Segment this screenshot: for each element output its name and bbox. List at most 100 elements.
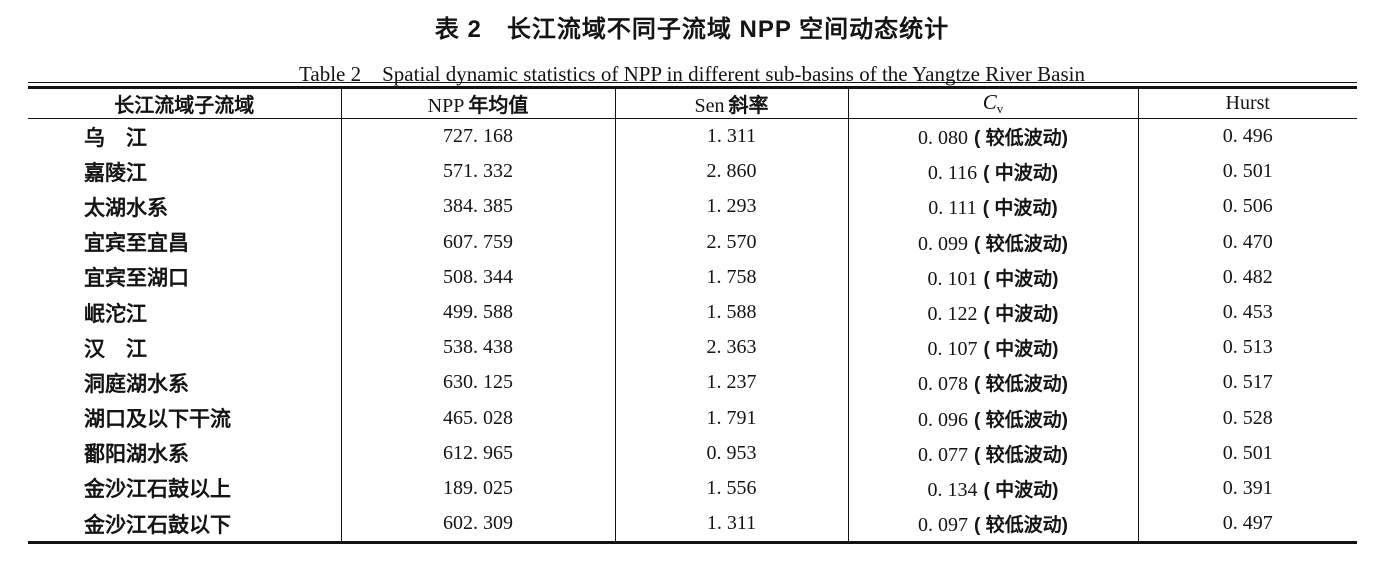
cv-value: 0. 096: [918, 408, 969, 431]
cv-fluctuation-label: ( 较低波动): [974, 128, 1068, 150]
cv-value: 0. 080: [918, 127, 969, 150]
cv-value: 0. 134: [927, 478, 978, 501]
cv-cell: 0. 078( 较低波动): [847, 365, 1138, 401]
hurst-value: 0. 506: [1137, 189, 1357, 225]
sen-slope-value: 1. 311: [614, 118, 848, 155]
npp-statistics-table: 长江流域子流域 NPP 年均值 Sen 斜率 Cv Hurst 乌 江 727.…: [28, 82, 1357, 545]
cv-cell: 0. 134( 中波动): [847, 470, 1138, 507]
cv-fluctuation-label: ( 中波动): [983, 479, 1059, 501]
cv-fluctuation-label: ( 较低波动): [974, 233, 1068, 255]
cv-fluctuation-label: ( 中波动): [982, 198, 1058, 220]
hurst-value: 0. 497: [1137, 506, 1357, 543]
sen-slope-value: 2. 860: [614, 154, 848, 190]
cv-fluctuation-label: ( 中波动): [983, 339, 1059, 361]
header-npp-mean: NPP 年均值: [340, 87, 615, 119]
cv-value: 0. 099: [918, 232, 969, 255]
table-row: 岷沱江 499. 588 1. 588 0. 122( 中波动) 0. 453: [28, 294, 1357, 331]
cv-cell: 0. 080( 较低波动): [847, 118, 1138, 155]
npp-mean-value: 607. 759: [340, 224, 615, 260]
cv-cell: 0. 111( 中波动): [847, 189, 1138, 225]
hurst-value: 0. 482: [1137, 259, 1357, 295]
cv-fluctuation-label: ( 中波动): [983, 268, 1059, 290]
npp-mean-value: 508. 344: [340, 259, 615, 295]
header-basin: 长江流域子流域: [28, 87, 341, 119]
hurst-value: 0. 453: [1137, 294, 1357, 331]
cv-value: 0. 078: [918, 373, 969, 396]
cv-value: 0. 111: [928, 197, 977, 220]
sen-slope-value: 0. 953: [614, 435, 848, 471]
npp-mean-value: 612. 965: [340, 435, 615, 471]
sen-slope-value: 1. 758: [614, 259, 848, 295]
cv-value: 0. 116: [927, 162, 978, 185]
hurst-value: 0. 496: [1137, 118, 1357, 155]
hurst-value: 0. 391: [1137, 470, 1357, 507]
npp-mean-value: 538. 438: [340, 330, 615, 366]
cv-cell: 0. 116( 中波动): [847, 154, 1138, 190]
basin-name: 宜宾至宜昌: [84, 232, 189, 256]
table-row: 宜宾至湖口 508. 344 1. 758 0. 101( 中波动) 0. 48…: [28, 259, 1357, 295]
cv-cell: 0. 122( 中波动): [847, 294, 1138, 331]
sen-slope-value: 1. 293: [614, 189, 848, 225]
npp-mean-value: 384. 385: [340, 189, 615, 225]
table-row: 汉 江 538. 438 2. 363 0. 107( 中波动) 0. 513: [28, 330, 1357, 366]
cv-cell: 0. 097( 较低波动): [847, 506, 1138, 543]
npp-mean-value: 189. 025: [340, 470, 615, 507]
sen-slope-value: 2. 570: [614, 224, 848, 260]
basin-name: 金沙江石鼓以上: [84, 478, 231, 502]
cv-cell: 0. 099( 较低波动): [847, 224, 1138, 260]
header-hurst: Hurst: [1137, 87, 1357, 119]
cv-value: 0. 122: [927, 303, 978, 326]
cv-fluctuation-label: ( 较低波动): [974, 409, 1068, 431]
table-row: 乌 江 727. 168 1. 311 0. 080( 较低波动) 0. 496: [28, 118, 1357, 155]
header-cv: Cv: [847, 87, 1138, 119]
table-row: 鄱阳湖水系 612. 965 0. 953 0. 077( 较低波动) 0. 5…: [28, 435, 1357, 471]
table-top-thin-rule: [28, 82, 1357, 83]
table-row: 洞庭湖水系 630. 125 1. 237 0. 078( 较低波动) 0. 5…: [28, 365, 1357, 401]
hurst-value: 0. 528: [1137, 400, 1357, 436]
basin-name: 金沙江石鼓以下: [84, 513, 231, 537]
sen-slope-value: 1. 237: [614, 365, 848, 401]
cv-value: 0. 101: [927, 267, 978, 290]
hurst-value: 0. 501: [1137, 154, 1357, 190]
npp-mean-value: 727. 168: [340, 118, 615, 155]
sen-slope-value: 1. 791: [614, 400, 848, 436]
npp-mean-value: 465. 028: [340, 400, 615, 436]
basin-name: 岷沱江: [84, 302, 147, 326]
hurst-value: 0. 517: [1137, 365, 1357, 401]
cv-value: 0. 107: [927, 338, 978, 361]
sen-slope-value: 1. 556: [614, 470, 848, 507]
cv-cell: 0. 101( 中波动): [847, 259, 1138, 295]
basin-name: 洞庭湖水系: [84, 372, 189, 396]
table-title-zh: 表 2 长江流域不同子流域 NPP 空间动态统计: [434, 16, 950, 43]
basin-name: 嘉陵江: [84, 161, 147, 185]
basin-name: 乌 江: [84, 126, 147, 150]
table-row: 嘉陵江 571. 332 2. 860 0. 116( 中波动) 0. 501: [28, 154, 1357, 190]
npp-mean-value: 571. 332: [340, 154, 615, 190]
cv-fluctuation-label: ( 较低波动): [974, 444, 1068, 466]
cv-cell: 0. 107( 中波动): [847, 330, 1138, 366]
cv-fluctuation-label: ( 中波动): [983, 304, 1059, 326]
npp-mean-value: 630. 125: [340, 365, 615, 401]
hurst-value: 0. 501: [1137, 435, 1357, 471]
cv-fluctuation-label: ( 较低波动): [974, 374, 1068, 396]
cv-cell: 0. 077( 较低波动): [847, 435, 1138, 471]
basin-name: 湖口及以下干流: [84, 408, 231, 432]
hurst-value: 0. 470: [1137, 224, 1357, 260]
npp-stats-table: 长江流域子流域 NPP 年均值 Sen 斜率 Cv Hurst 乌 江 727.…: [28, 86, 1357, 545]
header-cv-symbol: C: [982, 89, 997, 114]
npp-mean-value: 602. 309: [340, 506, 615, 543]
table-row: 金沙江石鼓以上 189. 025 1. 556 0. 134( 中波动) 0. …: [28, 470, 1357, 507]
cv-value: 0. 077: [918, 443, 969, 466]
header-sen-zh: 斜率: [728, 95, 769, 117]
basin-name: 汉 江: [84, 337, 147, 361]
basin-name: 鄱阳湖水系: [84, 443, 189, 467]
table-row: 金沙江石鼓以下 602. 309 1. 311 0. 097( 较低波动) 0.…: [28, 506, 1357, 543]
sen-slope-value: 1. 588: [614, 294, 848, 331]
table-row: 宜宾至宜昌 607. 759 2. 570 0. 099( 较低波动) 0. 4…: [28, 224, 1357, 260]
cv-fluctuation-label: ( 较低波动): [974, 515, 1068, 537]
header-sen-latin: Sen: [694, 95, 725, 117]
cv-cell: 0. 096( 较低波动): [847, 400, 1138, 436]
header-sen-slope: Sen 斜率: [614, 87, 848, 119]
header-npp-zh: 年均值: [468, 95, 529, 117]
